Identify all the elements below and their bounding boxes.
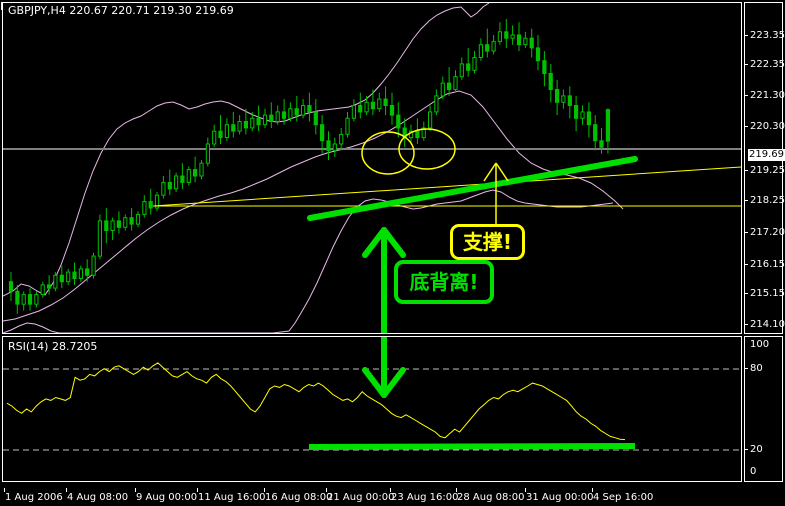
price-chart-panel[interactable]: 底背离! <box>3 3 741 333</box>
bollinger-lower-band <box>3 189 614 333</box>
highlight-ellipse-left <box>361 131 415 175</box>
rsi-panel-frame <box>2 336 742 482</box>
symbol-quote-header: GBPJPY,H4 220.67 220.71 219.30 219.69 <box>8 4 234 17</box>
rsi-header-label: RSI(14) 28.7205 <box>8 340 98 353</box>
rsi-tick-label: 0 <box>750 466 757 477</box>
time-scale[interactable]: 1 Aug 2006 4 Aug 08:00 9 Aug 00:00 11 Aug 1… <box>2 488 742 506</box>
rsi-chart-canvas <box>3 337 741 451</box>
annotation-divergence[interactable]: 底背离! <box>394 260 494 304</box>
rsi-divergence-baseline <box>308 443 636 450</box>
support-pointer-arrow <box>483 162 509 231</box>
bollinger-middle-band <box>3 90 624 322</box>
price-tick-label: 214.10 <box>745 319 785 331</box>
rsi-tick-label: 80 <box>745 363 782 375</box>
rsi-indicator-panel[interactable] <box>3 337 741 481</box>
rsi-tick-label: 20 <box>745 444 782 456</box>
rsi-scale-frame <box>744 336 783 482</box>
price-panel-frame <box>2 2 742 334</box>
price-tick-label: 223.35 <box>745 30 785 42</box>
price-tick-label: 216.15 <box>745 259 785 271</box>
price-tick-label: 220.30 <box>745 121 785 133</box>
price-tick-label: 222.35 <box>745 59 785 71</box>
divergence-arrow-upper-head <box>362 227 406 333</box>
highlight-ellipse-right <box>398 128 456 170</box>
rsi-scale[interactable]: 100 80 20 0 <box>745 337 782 481</box>
price-tick-label: 221.30 <box>745 90 785 102</box>
price-tick-label: 218.25 <box>745 195 785 207</box>
green-trendline <box>307 156 638 221</box>
price-tick-label: 215.15 <box>745 288 785 300</box>
candlestick-series <box>8 19 610 314</box>
support-line-upper <box>152 166 741 207</box>
price-tick-label: 217.20 <box>745 227 785 239</box>
current-price-label: 219.69 <box>748 149 785 161</box>
bollinger-upper-band <box>3 3 490 297</box>
price-scale[interactable]: 223.35 222.35 221.30 220.30 219.69 219.25 218.… <box>745 3 785 333</box>
rsi-line-series <box>6 362 626 441</box>
price-tick-label: 219.25 <box>745 165 785 177</box>
price-chart-canvas <box>3 3 741 333</box>
rsi-tick-label: 100 <box>750 339 770 350</box>
annotation-support[interactable]: 支撑! <box>450 224 525 260</box>
price-scale-frame <box>744 2 783 334</box>
divergence-arrow-lower-head <box>362 337 406 398</box>
